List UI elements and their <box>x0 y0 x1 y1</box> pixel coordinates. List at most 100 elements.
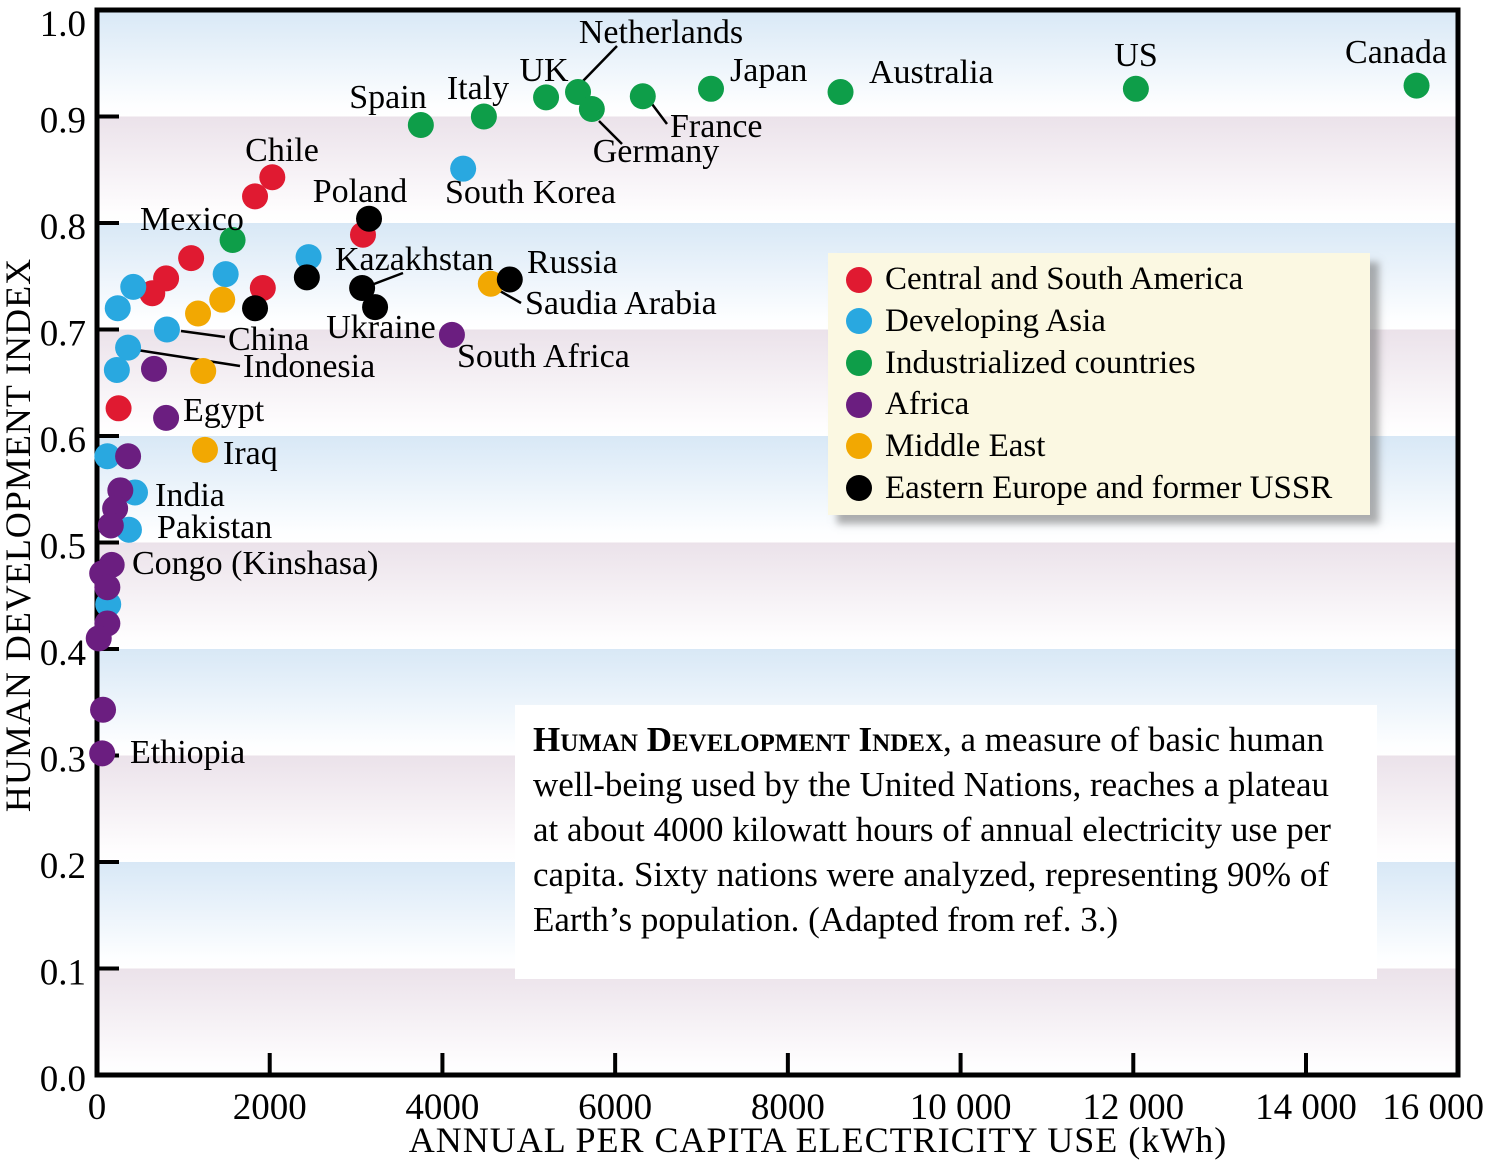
y-tick-label: 0.3 <box>40 740 86 781</box>
legend: Central and South America Developing Asia… <box>828 253 1370 515</box>
data-point-canada <box>1403 72 1430 99</box>
data-point-germany <box>578 96 605 123</box>
data-point-italy <box>470 103 497 130</box>
y-tick-label: 0.2 <box>40 846 86 887</box>
y-tick-label: 1.0 <box>40 4 86 45</box>
x-axis-title: ANNUAL PER CAPITA ELECTRICITY USE (kWh) <box>409 1120 1227 1160</box>
data-point-kazakhstan <box>349 274 376 301</box>
y-tick-label: 0.7 <box>40 314 86 355</box>
legend-item-label: Africa <box>885 386 970 423</box>
country-label: India <box>155 477 225 514</box>
country-label: Russia <box>527 244 618 281</box>
leader-line <box>598 120 623 145</box>
country-label: Canada <box>1345 34 1447 71</box>
data-point <box>242 295 269 322</box>
x-tick-label: 10 000 <box>910 1087 1012 1128</box>
leader-line <box>582 45 618 82</box>
legend-item-label: Eastern Europe and former USSR <box>885 469 1333 506</box>
data-point <box>97 512 124 539</box>
legend-dot-icon <box>846 266 872 293</box>
data-point-poland <box>356 205 383 232</box>
data-points <box>85 72 1430 767</box>
country-label: Poland <box>313 173 407 210</box>
leader-line <box>180 329 226 339</box>
leader-line <box>651 103 668 125</box>
country-label: Ukraine <box>326 309 436 346</box>
country-label: Netherlands <box>579 14 743 51</box>
label-leader-lines <box>136 45 668 368</box>
data-point <box>103 356 130 383</box>
data-point <box>295 244 322 271</box>
y-tick-label: 0.8 <box>40 207 86 248</box>
data-point-mexico <box>178 245 205 272</box>
x-tick-label: 2000 <box>233 1087 307 1128</box>
leader-line <box>136 348 241 368</box>
country-label: Ethiopia <box>130 734 245 771</box>
x-tick-label: 16 000 <box>1382 1087 1484 1128</box>
data-point-egypt <box>153 404 180 431</box>
x-tick-label: 4000 <box>405 1087 479 1128</box>
legend-item: Industrialized countries <box>846 345 1370 382</box>
legend-dot-icon <box>846 475 872 502</box>
data-point-chile <box>259 164 286 191</box>
legend-dot-icon <box>846 350 872 377</box>
legend-dot-icon <box>846 308 872 335</box>
data-point <box>105 395 132 422</box>
axes: 0 2000 4000 6000 8000 10 000 12 000 14 000 16 00… <box>40 4 1484 1128</box>
country-label: US <box>1114 37 1157 74</box>
country-label: Congo (Kinshasa) <box>132 545 378 582</box>
caption-box: Human Development Index, a measure of ba… <box>515 705 1377 979</box>
legend-item: Central and South America <box>846 261 1370 298</box>
data-point <box>209 286 236 313</box>
country-label: UK <box>519 52 569 89</box>
country-label: Saudia Arabia <box>525 285 717 322</box>
hdi-band <box>97 542 1458 649</box>
x-tick-label: 6000 <box>578 1087 652 1128</box>
data-point <box>293 264 320 291</box>
data-point <box>219 227 246 254</box>
data-point-japan <box>698 75 725 102</box>
y-tick-label: 0.5 <box>40 527 86 568</box>
legend-item: Eastern Europe and former USSR <box>846 470 1370 507</box>
data-point <box>242 183 269 210</box>
country-label: South Africa <box>457 338 630 375</box>
data-point <box>94 443 121 470</box>
data-point-us <box>1122 75 1149 102</box>
data-point-ukraine <box>362 294 389 321</box>
data-point <box>120 273 147 300</box>
y-tick-label: 0.6 <box>40 420 86 461</box>
legend-item-label: Developing Asia <box>885 302 1106 339</box>
y-tick-label: 0.9 <box>40 101 86 142</box>
y-tick-label: 0.4 <box>40 633 86 674</box>
hdi-band <box>97 968 1458 1075</box>
country-label: France <box>670 108 763 145</box>
data-point-ethiopia <box>89 740 116 767</box>
y-tick-label: 0.1 <box>40 953 86 994</box>
data-point <box>190 358 217 385</box>
data-point-south-korea <box>450 155 477 182</box>
data-point-uk <box>533 84 560 111</box>
hdi-band <box>97 116 1458 223</box>
legend-item-label: Central and South America <box>885 261 1244 298</box>
x-tick-label: 12 000 <box>1082 1087 1184 1128</box>
data-point-south-africa <box>438 321 465 348</box>
data-point <box>140 355 167 382</box>
data-point <box>185 300 212 327</box>
data-point <box>90 696 117 723</box>
country-label: Indonesia <box>243 348 375 385</box>
data-point-china <box>153 316 180 343</box>
data-point-australia <box>827 79 854 106</box>
caption-lead: Human Development Index <box>533 720 944 759</box>
y-tick-label: 0.0 <box>40 1059 86 1100</box>
legend-item: Middle East <box>846 428 1370 465</box>
data-point-france <box>629 83 656 110</box>
data-point-indonesia <box>115 334 142 361</box>
legend-dot-icon <box>846 433 872 460</box>
country-label: Germany <box>593 133 720 170</box>
legend-item-label: Industrialized countries <box>885 344 1196 381</box>
hdi-band <box>97 10 1458 117</box>
country-label: Kazakhstan <box>335 241 494 278</box>
